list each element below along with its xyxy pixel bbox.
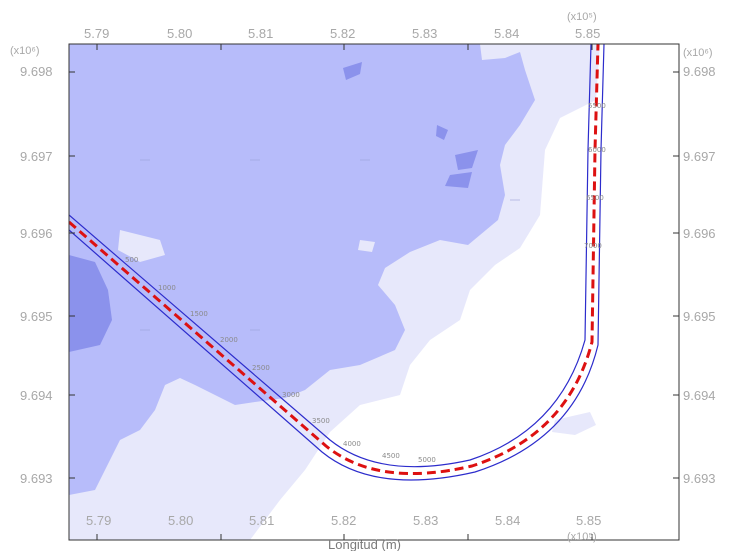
x-tick-label: 5.85 (576, 513, 601, 528)
x-tick-label: 5.79 (86, 513, 111, 528)
chainage-label: 4500 (382, 452, 400, 460)
chainage-label: 2500 (252, 364, 270, 372)
chainage-label: 5000 (418, 456, 436, 464)
deep-patch-mid-2 (445, 172, 472, 188)
x-tick-label: 5.80 (167, 26, 192, 41)
y-tick-label: 9.696 (20, 226, 53, 241)
mid-shade-region (69, 44, 535, 495)
route-outline-outer (69, 44, 592, 468)
y-tick-label: 9.698 (683, 64, 716, 79)
route-outline-inner (69, 44, 605, 481)
y-tick-label: 9.698 (20, 64, 53, 79)
chainage-label: 6000 (588, 146, 606, 154)
chainage-label: 1500 (190, 310, 208, 318)
inlet-notch (358, 240, 375, 252)
chainage-label: 3000 (282, 391, 300, 399)
x-tick-label: 5.80 (168, 513, 193, 528)
offshore-shoal (552, 412, 596, 435)
y-ticks-left: 9.698 9.697 9.696 9.695 9.694 9.693 (20, 64, 53, 486)
chainage-label: 500 (125, 256, 138, 264)
y-exponent-right: (x10⁶) (683, 47, 713, 59)
y-ticks-right: 9.698 9.697 9.696 9.695 9.694 9.693 (683, 64, 716, 486)
x-exponent-top: (x10⁵) (567, 11, 597, 23)
x-tick-label: 5.83 (413, 513, 438, 528)
x-ticks-bottom: 5.79 5.80 5.81 5.82 5.83 5.84 5.85 (86, 513, 601, 528)
x-tick-label: 5.82 (330, 26, 355, 41)
y-tick-label: 9.693 (683, 471, 716, 486)
x-ticks-top: 5.79 5.80 5.81 5.82 5.83 5.84 5.85 (84, 26, 600, 41)
x-tick-label: 5.84 (495, 513, 520, 528)
x-tick-label: 5.81 (249, 513, 274, 528)
y-tick-label: 9.693 (20, 471, 53, 486)
coastal-patch (118, 230, 165, 262)
y-tick-label: 9.697 (20, 149, 53, 164)
chainage-label: 4000 (343, 440, 361, 448)
deep-patch-west (69, 255, 112, 352)
plot-frame (68, 43, 680, 541)
y-tick-label: 9.694 (20, 388, 53, 403)
y-tick-label: 9.697 (683, 149, 716, 164)
x-tick-label: 5.84 (494, 26, 519, 41)
x-tick-label: 5.85 (575, 26, 600, 41)
y-exponent-left: (x10⁶) (10, 45, 40, 57)
chainage-label: 6500 (586, 194, 604, 202)
chainage-labels: 500 1000 1500 2000 2500 3000 3500 4000 4… (125, 102, 606, 464)
deep-patch-mid-3 (436, 125, 448, 140)
y-tick-label: 9.695 (20, 309, 53, 324)
tick-marks (69, 44, 679, 540)
x-tick-label: 5.83 (412, 26, 437, 41)
chainage-label: 1000 (158, 284, 176, 292)
chainage-label: 5500 (588, 102, 606, 110)
chainage-label: 7000 (584, 242, 602, 250)
y-tick-label: 9.696 (683, 226, 716, 241)
y-tick-label: 9.694 (683, 388, 716, 403)
x-axis-title: Longitud (m) (328, 537, 401, 551)
route-centerline (69, 44, 600, 475)
x-tick-label: 5.79 (84, 26, 109, 41)
chainage-label: 3500 (312, 417, 330, 425)
x-exponent-bottom: (x10⁵) (567, 531, 597, 543)
x-tick-label: 5.81 (248, 26, 273, 41)
chainage-label: 2000 (220, 336, 238, 344)
deep-patch-north (343, 62, 362, 80)
y-tick-label: 9.695 (683, 309, 716, 324)
deep-patch-mid-1 (455, 150, 478, 170)
grid-crosshairs (140, 159, 520, 331)
x-tick-label: 5.82 (331, 513, 356, 528)
